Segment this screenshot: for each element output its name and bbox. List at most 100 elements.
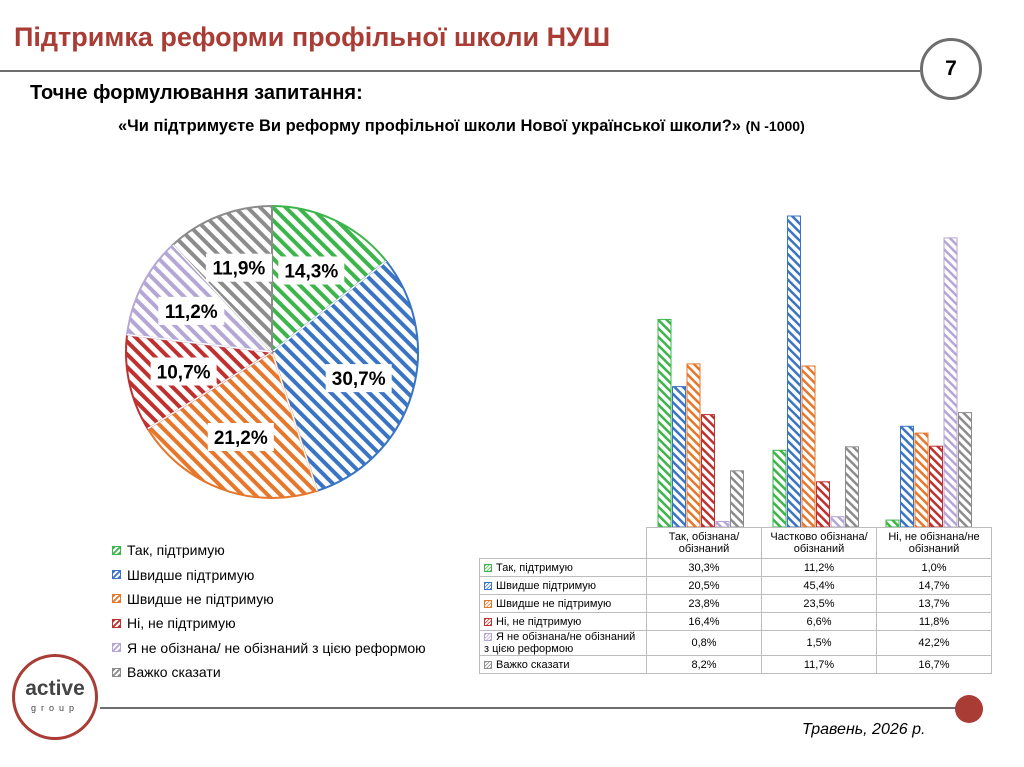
table-cell: 11,2% (761, 558, 877, 577)
table-cell: 16,7% (876, 655, 992, 674)
table-swatch (484, 581, 492, 590)
pie-value-label: 30,7% (332, 369, 386, 390)
legend-label: Швидше не підтримую (127, 590, 274, 607)
bar (943, 237, 958, 528)
footer-divider (100, 707, 962, 709)
table-column-header: Частково обізнана/обізнаний (761, 527, 877, 559)
table-cell: 11,7% (761, 655, 877, 674)
bar (816, 481, 830, 528)
legend-label: Так, підтримую (127, 542, 225, 559)
bar (772, 449, 787, 528)
table-row: Я не обізнана/не обізнаний з цією реформ… (479, 630, 992, 656)
table-cell: 6,6% (761, 612, 877, 631)
pie-legend: Так, підтримую Швидше підтримую Швидше не … (112, 538, 426, 684)
bar (672, 386, 686, 528)
legend-swatch (112, 667, 121, 677)
table-row: Ні, не підтримую 16,4% 6,6% 11,8% (479, 612, 992, 631)
table-row-label: Важко сказати (479, 655, 647, 674)
page-title: Підтримка реформи профільної школи НУШ (14, 22, 611, 52)
legend-item: Швидше підтримую (112, 562, 426, 586)
table-row: Швидше підтримую 20,5% 45,4% 14,7% (479, 576, 992, 595)
table-cell: 8,2% (646, 655, 762, 674)
table-corner (479, 527, 647, 559)
legend-label: Ні, не підтримую (127, 615, 236, 632)
pie-label-bg (325, 364, 392, 393)
legend-item: Я не обізнана/ не обізнаний з цією рефор… (112, 636, 426, 660)
question: «Чи підтримуєте Ви реформу профільної шк… (118, 117, 805, 136)
bar (801, 365, 816, 528)
data-table: Так, обізнана/обізнаний Частково обізнан… (479, 527, 992, 674)
legend-swatch (112, 545, 121, 555)
table-cell: 13,7% (876, 594, 992, 613)
pie-label-bg (158, 296, 225, 325)
table-row-label: Так, підтримую (479, 558, 647, 577)
table-header-row: Так, обізнана/обізнаний Частково обізнан… (479, 527, 992, 559)
table-swatch (484, 599, 492, 608)
bar (958, 412, 972, 528)
table-row-label: Я не обізнана/не обізнаний з цією реформ… (479, 630, 647, 656)
bar (900, 425, 914, 528)
table-column-header: Ні, не обізнана/не обізнаний (876, 527, 992, 559)
table-cell: 1,5% (761, 630, 877, 656)
table-row-text: Так, підтримую (496, 561, 573, 574)
bar (686, 363, 701, 528)
sample-size: (N -1000) (745, 118, 805, 134)
pie-label-bg (150, 357, 217, 386)
table-swatch (484, 563, 492, 572)
table-cell: 11,8% (876, 612, 992, 631)
bar (730, 470, 744, 528)
pie-chart: 14,3% 30,7% 21,2% 10,7% 11,2% 11,9% (125, 204, 419, 499)
bar (885, 519, 900, 528)
table-row-text: Важко сказати (496, 658, 570, 671)
pie-value-label: 10,7% (157, 363, 211, 384)
bar (914, 432, 929, 528)
bar-chart (657, 215, 972, 528)
bar (657, 318, 672, 528)
legend-item: Так, підтримую (112, 538, 426, 562)
legend-item: Важко сказати (112, 660, 426, 684)
page-number: 7 (920, 38, 982, 100)
table-row-text: Ні, не підтримую (496, 615, 582, 628)
table-swatch (484, 633, 492, 642)
table-row-label: Ні, не підтримую (479, 612, 647, 631)
table-cell: 23,8% (646, 594, 762, 613)
table-cell: 14,7% (876, 576, 992, 595)
legend-swatch (112, 570, 121, 580)
bar (830, 516, 845, 528)
legend-label: Важко сказати (127, 664, 221, 681)
company-logo: active group (12, 654, 98, 740)
table-cell: 16,4% (646, 612, 762, 631)
table-cell: 45,4% (761, 576, 877, 595)
table-cell: 42,2% (876, 630, 992, 656)
table-cell: 20,5% (646, 576, 762, 595)
table-swatch (484, 617, 492, 626)
bar (787, 215, 801, 528)
logo-subtext: group (30, 703, 80, 713)
table-body: Так, підтримую 30,3% 11,2% 1,0% Швидше підтр… (479, 558, 992, 674)
table-row-label: Швидше не підтримую (479, 594, 647, 613)
table-cell: 30,3% (646, 558, 762, 577)
legend-item: Ні, не підтримую (112, 611, 426, 635)
table-row-text: Швидше підтримую (496, 579, 597, 592)
table-row-text: Швидше не підтримую (496, 597, 612, 610)
pie-label-bg (205, 253, 272, 282)
table-row: Швидше не підтримую 23,8% 23,5% 13,7% (479, 594, 992, 613)
table-cell: 23,5% (761, 594, 877, 613)
table-row-label: Швидше підтримую (479, 576, 647, 595)
table-column-header: Так, обізнана/обізнаний (646, 527, 762, 559)
legend-swatch (112, 643, 121, 653)
legend-swatch (112, 618, 121, 628)
pie-value-label: 21,2% (214, 428, 268, 449)
footer-dot (955, 695, 983, 723)
question-text: «Чи підтримуєте Ви реформу профільної шк… (118, 117, 741, 135)
legend-item: Швидше не підтримую (112, 587, 426, 611)
bar (701, 414, 715, 528)
bar (929, 445, 943, 528)
pie-value-label: 14,3% (284, 262, 338, 283)
table-row: Так, підтримую 30,3% 11,2% 1,0% (479, 558, 992, 577)
pie-value-label: 11,2% (165, 302, 218, 323)
bar (845, 446, 859, 528)
table-row-text: Я не обізнана/не обізнаний з цією реформ… (484, 631, 636, 655)
report-date: Травень, 2026 р. (802, 721, 926, 738)
pie-value-label: 11,9% (212, 259, 265, 280)
